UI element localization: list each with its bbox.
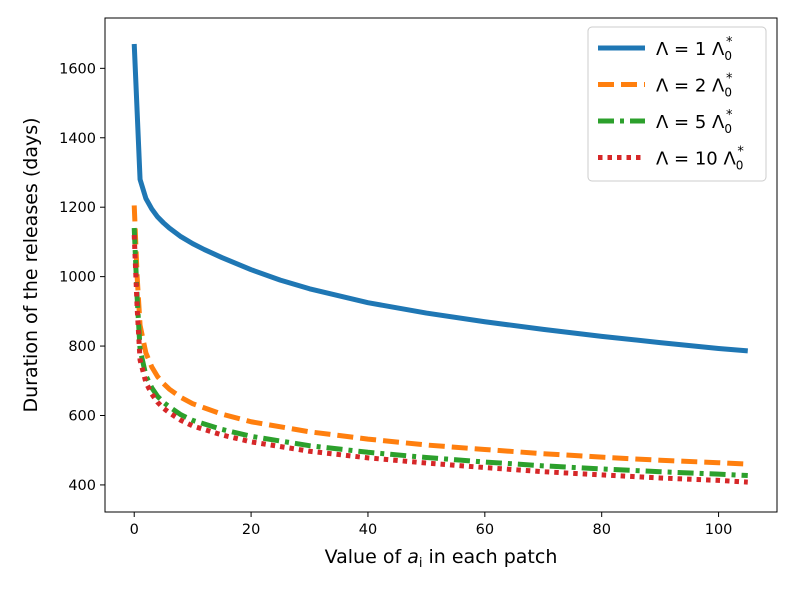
legend-box [587,26,767,182]
x-tick-label: 0 [130,522,139,538]
y-tick-label: 800 [68,339,96,355]
y-tick-label: 1200 [59,200,96,216]
series-line-1 [131,43,748,354]
series-layer [131,43,748,485]
y-tick-label: 1400 [59,131,96,147]
x-tick-label: 40 [359,522,377,538]
y-axis-label: Duration of the releases (days) [20,117,42,412]
y-tick-label: 600 [68,408,96,424]
x-axis-label-sub: i [419,556,423,571]
legend-label-4: Λ = 10 Λ0* [656,145,744,173]
x-tick-label: 60 [476,522,494,538]
x-axis-label-var: a [407,546,419,568]
x-axis-label: Value of ai in each patch [325,546,558,571]
legend: Λ = 1 Λ0* Λ = 2 Λ0* Λ = 5 Λ0* Λ = 10 Λ0* [587,26,767,182]
x-tick-label: 80 [592,522,610,538]
series-line-4 [131,234,748,485]
series-line-3 [131,227,748,479]
legend-label-2: Λ = 2 Λ0* [656,72,733,100]
plot-area-frame [104,17,778,513]
series-line-2 [131,205,748,467]
y-tick-label: 1600 [59,61,96,77]
legend-label-3: Λ = 5 Λ0* [656,108,733,136]
legend-label-1: Λ = 1 Λ0* [656,35,733,63]
x-axis-label-pre: Value of [325,546,408,568]
y-axis: 400 600 800 1000 1200 1400 1600 [59,61,105,494]
y-tick-label: 1000 [59,270,96,286]
x-axis-label-post: in each patch [422,546,557,568]
x-tick-label: 20 [242,522,260,538]
x-axis: 0 20 40 60 80 100 [130,512,733,538]
x-tick-label: 100 [705,522,733,538]
y-tick-label: 400 [68,478,96,494]
